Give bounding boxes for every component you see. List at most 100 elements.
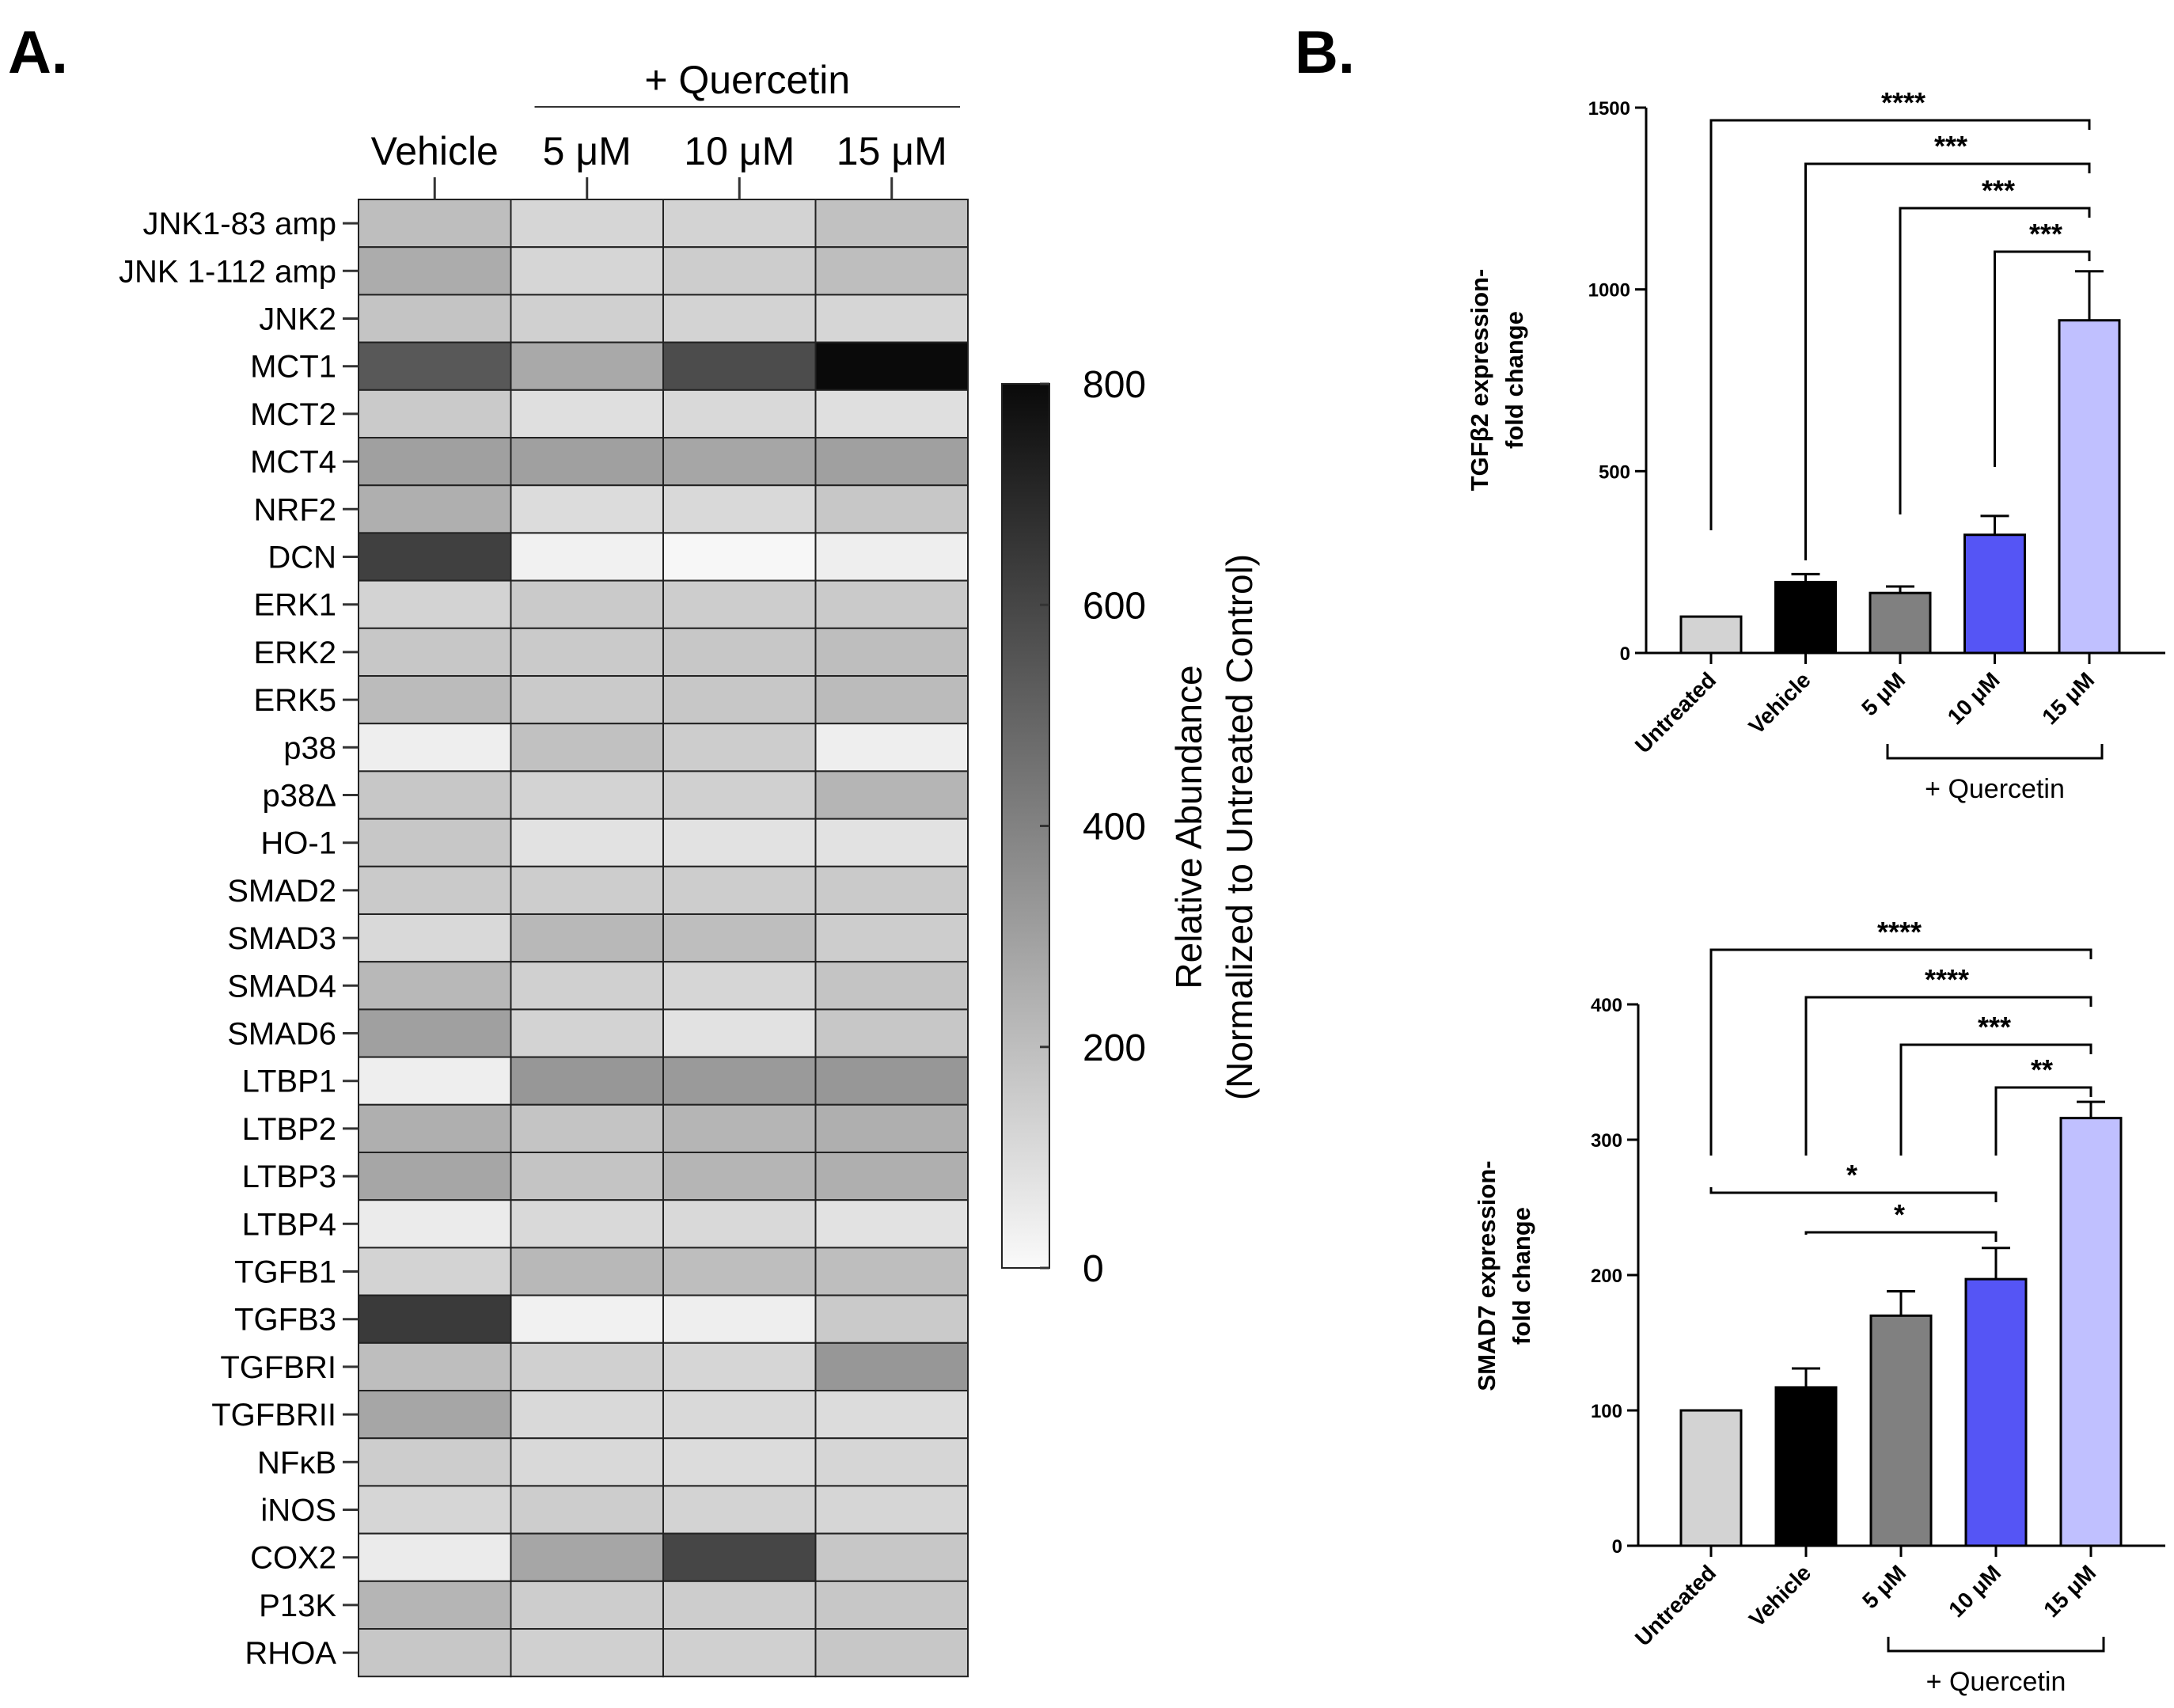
heatmap-cell [814,1628,969,1678]
y-axis-title: SMAD7 expression- [1473,1160,1501,1391]
heatmap-cell [358,1152,512,1201]
significance-label: *** [1934,130,1967,162]
heatmap-cell [510,1056,664,1106]
y-tick-label: 500 [1599,461,1630,483]
row-label: TGFB1 [234,1255,336,1290]
heatmap-cell [358,675,512,725]
heatmap-cell [814,723,969,772]
panel-b-label: B. [1295,19,1355,86]
significance-bracket [1804,162,2091,560]
significance-label: **** [1925,963,1969,996]
row-label: NFκB [257,1445,336,1480]
heatmap-cell [510,1152,664,1201]
heatmap-cell [510,770,664,820]
heatmap-cell [662,770,817,820]
heatmap-cell [358,1532,512,1582]
y-axis-title-line2: fold change [1508,1207,1535,1345]
significance-bracket [1899,207,2091,514]
heatmap-cell [358,723,512,772]
group-label: + Quercetin [1925,774,2065,804]
heatmap-cell [510,1628,664,1678]
heatmap-cell [358,1008,512,1058]
row-label: DCN [267,541,336,575]
significance-label: *** [1982,174,2015,207]
significance-label: **** [1881,86,1925,119]
row-label: LTBP3 [242,1160,336,1194]
heatmap-cell [814,865,969,916]
heatmap-cell [358,627,512,677]
x-tick-label: Vehicle [1744,667,1815,738]
x-tick-label: 10 μM [1943,667,2005,729]
heatmap-cell [662,1532,817,1582]
heatmap-cell [510,294,664,343]
heatmap-cell [814,389,969,438]
colorbar-title: Relative Abundance [1168,665,1209,989]
heatmap-colorbar: 0 200 400 600 800 Relative Abundance (Normaliz… [1001,364,1260,1290]
heatmap-cell [662,389,817,438]
heatmap-cell [814,1056,969,1106]
heatmap-cell [358,532,512,582]
heatmap-cell [814,1485,969,1535]
heatmap-cell [814,437,969,487]
significance-bracket [1804,996,2092,1156]
group-bracket [1887,1637,2105,1653]
row-label: JNK1-83 amp [142,207,336,241]
x-tick-label: Vehicle [1744,1560,1815,1631]
heatmap-cell [358,1056,512,1106]
row-label: LTBP2 [242,1112,336,1147]
heatmap-cell [358,1247,512,1296]
y-tick-label: 0 [1612,1536,1622,1558]
heatmap-cell [358,484,512,534]
heatmap-cell [662,437,817,487]
row-label: LTBP4 [242,1207,336,1242]
heatmap-cell [510,723,664,772]
heatmap-cell [662,532,817,582]
heatmap-cell [662,1580,817,1630]
heatmap-cell [814,1294,969,1344]
heatmap-cell [510,1008,664,1058]
y-tick-label: 200 [1591,1266,1622,1287]
heatmap-cell [358,1199,512,1249]
bar [2058,319,2121,655]
heatmap-cell [662,723,817,772]
heatmap-cell [814,913,969,963]
x-tick-label: 15 μM [2039,1560,2100,1622]
heatmap-cell [662,818,817,867]
heatmap-cell [662,1437,817,1487]
heatmap-cell [814,484,969,534]
significance-bracket [1709,948,2092,1156]
heatmap-cell [814,1437,969,1487]
heatmap-cell [358,246,512,296]
heatmap-cell [510,627,664,677]
heatmap-cell [662,1485,817,1535]
row-label: HO-1 [260,826,336,861]
row-label: TGFB3 [234,1303,336,1338]
bar [1774,580,1837,655]
heatmap-cell [814,1008,969,1058]
heatmap-cell [510,1390,664,1440]
heatmap-cell [358,1342,512,1392]
row-label: SMAD2 [227,874,336,909]
heatmap-cell [510,1199,664,1249]
significance-bracket [1709,119,2091,530]
bar [1774,1386,1838,1547]
heatmap-cell [662,865,817,916]
row-label: ERK1 [254,588,337,623]
significance-bracket [1994,1086,2092,1156]
tgfb2-bar-chart: 0 500 1000 1500 TGFβ2 expression-fold change… [1466,86,2165,804]
heatmap-cell [358,1103,512,1154]
group-label: + Quercetin [1926,1667,2066,1697]
bar [1869,591,1932,655]
colorbar-tick-label: 400 [1083,807,1146,848]
heatmap-cell [510,1437,664,1487]
heatmap-cell [814,627,969,677]
heatmap-cell [510,961,664,1011]
row-label: iNOS [260,1494,336,1528]
heatmap-cell [814,1390,969,1440]
heatmap-cell [662,1199,817,1249]
heatmap-cell [814,579,969,629]
row-label: SMAD4 [227,969,336,1004]
heatmap-cell [358,579,512,629]
heatmap-cell [510,389,664,438]
